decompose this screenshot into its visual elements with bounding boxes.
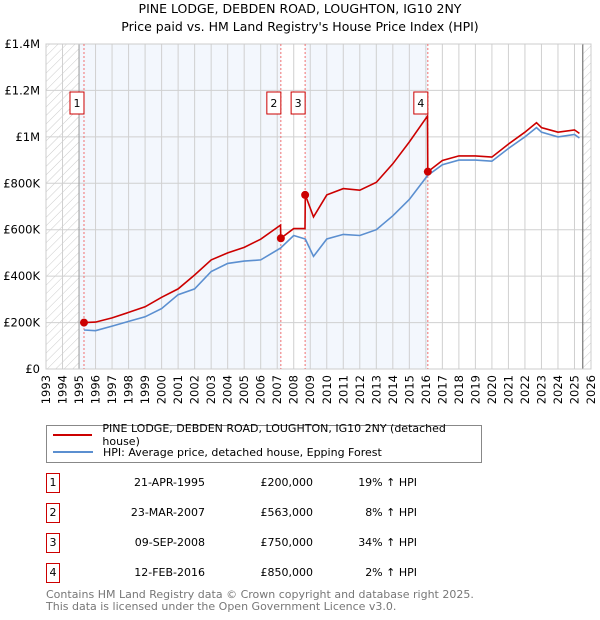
y-tick-label: £600K [3,223,40,237]
x-tick-label: 2003 [204,375,218,404]
legend-label-property: PINE LODGE, DEBDEN ROAD, LOUGHTON, IG10 … [102,422,446,448]
x-tick-label: 1999 [138,375,152,404]
sale-label-box-3 [290,91,306,115]
footer-line-1: Contains HM Land Registry data © Crown c… [46,588,474,601]
sale-date: 21-APR-1995 [133,476,205,489]
x-tick-label: 2017 [435,375,449,404]
x-tick-label: 2000 [155,375,169,404]
x-tick-label: 2012 [353,375,367,404]
x-tick-label: 2005 [237,375,251,404]
sale-date: 09-SEP-2008 [134,536,205,549]
x-tick-label: 2015 [402,375,416,404]
x-tick-label: 2025 [567,375,581,404]
x-tick-label: 1995 [72,375,86,404]
x-tick-label: 1994 [56,375,70,404]
x-tick-label: 1996 [89,375,103,404]
sale-label-box-2 [266,91,282,115]
ownership-shade-1 [79,44,281,369]
y-tick-label: £800K [3,176,40,190]
legend-item-property: PINE LODGE, DEBDEN ROAD, LOUGHTON, IG10 … [53,422,481,448]
sale-hpi-diff: 8% ↑ HPI [365,506,417,519]
x-tick-label: 2022 [518,375,532,404]
x-tick-label: 2023 [534,375,548,404]
x-tick-label: 2013 [369,375,383,404]
x-tick-label: 2006 [254,375,268,404]
sale-row: 3 09-SEP-2008 £750,000 34% ↑ HPI [46,533,417,553]
sale-number-box: 2 [46,503,60,523]
x-tick-label: 2007 [270,375,284,404]
sale-row: 1 21-APR-1995 £200,000 19% ↑ HPI [46,473,417,493]
legend-item-hpi: HPI: Average price, detached house, Eppi… [53,444,382,460]
ownership-shade-2 [305,44,428,369]
x-tick-label: 2004 [221,375,235,404]
legend-swatch-red [53,434,93,436]
footer-line-2: This data is licensed under the Open Gov… [46,599,397,613]
price-chart: 1993 1994 1995 1996 1997 1998 1999 2000 2001 2002… [3,37,598,404]
sale-label-4: 4 [417,97,424,110]
sale-label-box-1 [69,91,85,115]
legend-label-hpi: HPI: Average price, detached house, Eppi… [103,445,382,459]
sale-label-3: 3 [295,97,302,110]
y-tick-label: £400K [3,269,40,283]
sale-price: £750,000 [260,536,314,549]
x-tick-label: 1998 [122,375,136,404]
x-tick-label: 2008 [287,375,301,404]
sale-point-2 [276,234,285,243]
x-tick-label: 2026 [584,375,598,404]
sale-hpi-diff: 2% ↑ HPI [365,566,417,579]
x-tick-label: 2018 [452,375,466,404]
x-tick-label: 2001 [171,375,185,404]
x-tick-label: 2016 [419,375,433,404]
x-tick-label: 1993 [39,375,53,404]
y-tick-label: £1.4M [4,37,40,51]
sale-number-box: 4 [46,563,60,583]
sale-hpi-diff: 34% ↑ HPI [358,536,417,549]
x-tick-label: 2002 [188,375,202,404]
sale-hpi-diff: 19% ↑ HPI [358,476,417,489]
sale-price: £200,000 [260,476,314,489]
y-tick-label: £0 [25,362,40,376]
x-tick-label: 2024 [551,375,565,404]
sale-price: £563,000 [260,506,314,519]
legend-swatch-blue [53,451,93,453]
x-tick-label: 2021 [501,375,515,404]
sale-row: 4 12-FEB-2016 £850,000 2% ↑ HPI [46,563,417,583]
sale-date: 12-FEB-2016 [134,566,205,579]
chart-title: PINE LODGE, DEBDEN ROAD, LOUGHTON, IG10 … [138,1,462,16]
sale-point-3 [301,190,310,199]
no-data-region-right [582,44,591,369]
sale-point-4 [423,167,432,176]
x-tick-label: 2010 [320,375,334,404]
sale-price: £850,000 [260,566,314,579]
sale-label-2: 2 [270,97,277,110]
sale-number-box: 1 [46,473,60,493]
sale-number-box: 3 [46,533,60,553]
x-tick-label: 2020 [485,375,499,404]
y-tick-label: £1.2M [4,83,40,97]
sale-point-1 [79,318,88,327]
x-tick-label: 2009 [303,375,317,404]
plot-border [45,43,592,370]
x-tick-label: 2014 [386,375,400,404]
chart-subtitle: Price paid vs. HM Land Registry's House … [121,19,479,34]
series-line-property [83,113,580,324]
sale-date: 23-MAR-2007 [130,506,205,519]
sale-label-1: 1 [73,97,80,110]
y-tick-label: £1M [15,130,40,144]
legend: PINE LODGE, DEBDEN ROAD, LOUGHTON, IG10 … [46,422,482,463]
sale-label-box-4 [413,91,429,115]
x-tick-label: 2019 [468,375,482,404]
x-tick-label: 2011 [336,375,350,404]
y-tick-label: £200K [3,316,40,330]
series-line-hpi [83,126,580,332]
x-tick-label: 1997 [105,375,119,404]
sale-row: 2 23-MAR-2007 £563,000 8% ↑ HPI [46,503,417,523]
footer: Contains HM Land Registry data © Crown c… [46,589,474,612]
